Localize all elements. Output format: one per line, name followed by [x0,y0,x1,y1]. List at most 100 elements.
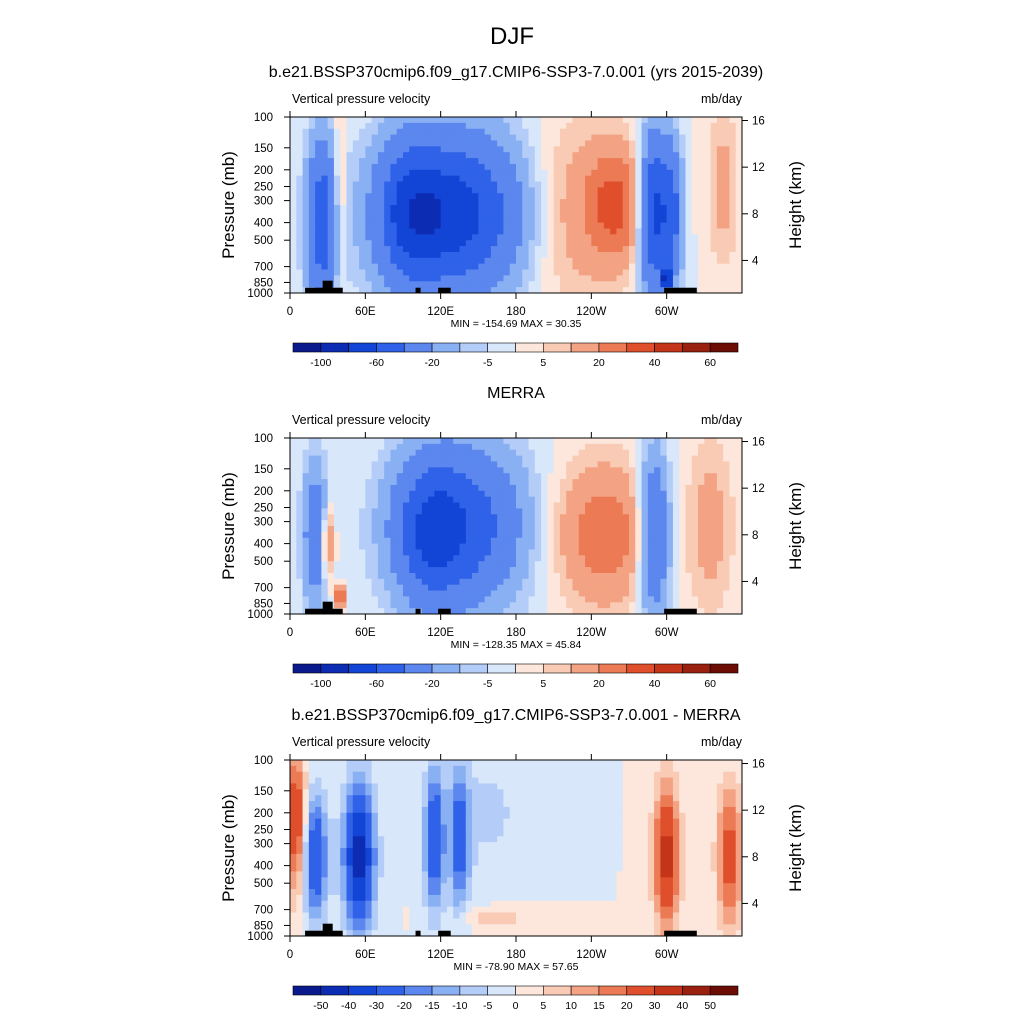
field-cell [503,246,510,252]
field-cell [315,918,322,924]
field-cell [573,591,580,597]
field-cell [315,258,322,264]
field-cell [566,503,573,509]
field-cell [309,866,316,872]
field-cell [554,479,561,485]
field-cell [397,508,404,514]
field-cell [485,246,492,252]
field-cell [409,158,416,164]
field-cell [704,240,711,246]
field-cell [290,129,297,135]
field-cell [428,438,435,444]
field-cell [397,514,404,520]
field-cell [309,135,316,141]
field-cell [453,176,460,182]
field-cell [384,140,391,146]
field-cell [434,438,441,444]
field-cell [642,438,649,444]
field-cell [503,573,510,579]
field-cell [390,848,397,854]
field-cell [623,182,630,188]
field-cell [340,871,347,877]
field-cell [390,549,397,555]
field-cell [359,491,366,497]
field-cell [585,264,592,270]
field-cell [378,889,385,895]
field-cell [529,287,536,293]
field-cell [384,830,391,836]
field-cell [303,825,310,831]
field-cell [686,187,693,193]
field-cell [642,555,649,561]
field-cell [353,766,360,772]
field-cell [529,176,536,182]
field-cell [340,760,347,766]
field-cell [434,579,441,585]
field-cell [623,467,630,473]
field-cell [422,508,429,514]
field-cell [460,234,467,240]
field-cell [309,146,316,152]
field-cell [460,158,467,164]
colorbar-swatch [571,664,599,673]
field-cell [704,146,711,152]
field-cell [460,164,467,170]
field-cell [309,164,316,170]
field-cell [585,187,592,193]
field-cell [403,461,410,467]
field-cell [315,129,322,135]
field-cell [447,591,454,597]
field-cell [372,508,379,514]
field-cell [466,246,473,252]
field-cell [616,514,623,520]
field-cell [623,608,630,614]
field-cell [510,467,517,473]
field-cell [736,170,743,176]
field-cell [384,146,391,152]
field-cell [460,573,467,579]
field-cell [673,123,680,129]
field-cell [692,514,699,520]
field-cell [585,485,592,491]
field-cell [673,538,680,544]
field-cell [491,252,498,258]
field-cell [522,193,529,199]
field-cell [372,825,379,831]
field-cell [303,883,310,889]
field-cell [717,585,724,591]
y-axis-label: Pressure (mb) [219,151,238,259]
field-cell [296,538,303,544]
field-cell [616,491,623,497]
field-cell [654,596,661,602]
field-cell [321,860,328,866]
field-cell [372,602,379,608]
field-cell [616,461,623,467]
field-cell [566,281,573,287]
field-cell [598,596,605,602]
field-cell [610,461,617,467]
field-cell [497,467,504,473]
field-cell [604,555,611,561]
field-cell [723,444,730,450]
field-cell [585,164,592,170]
field-cell [409,461,416,467]
field-cell [403,193,410,199]
panel-title: b.e21.BSSP370cmip6.f09_g17.CMIP6-SSP3-7.… [269,64,764,81]
field-cell [290,223,297,229]
field-cell [616,182,623,188]
field-cell [390,450,397,456]
field-cell [535,240,542,246]
field-cell [290,467,297,473]
field-cell [729,205,736,211]
field-cell [428,573,435,579]
field-cell [698,199,705,205]
field-cell [503,193,510,199]
field-cell [359,836,366,842]
field-cell [510,170,517,176]
field-cell [416,182,423,188]
field-cell [522,479,529,485]
field-cell [604,538,611,544]
field-cell [359,258,366,264]
field-cell [309,264,316,270]
field-cell [384,211,391,217]
